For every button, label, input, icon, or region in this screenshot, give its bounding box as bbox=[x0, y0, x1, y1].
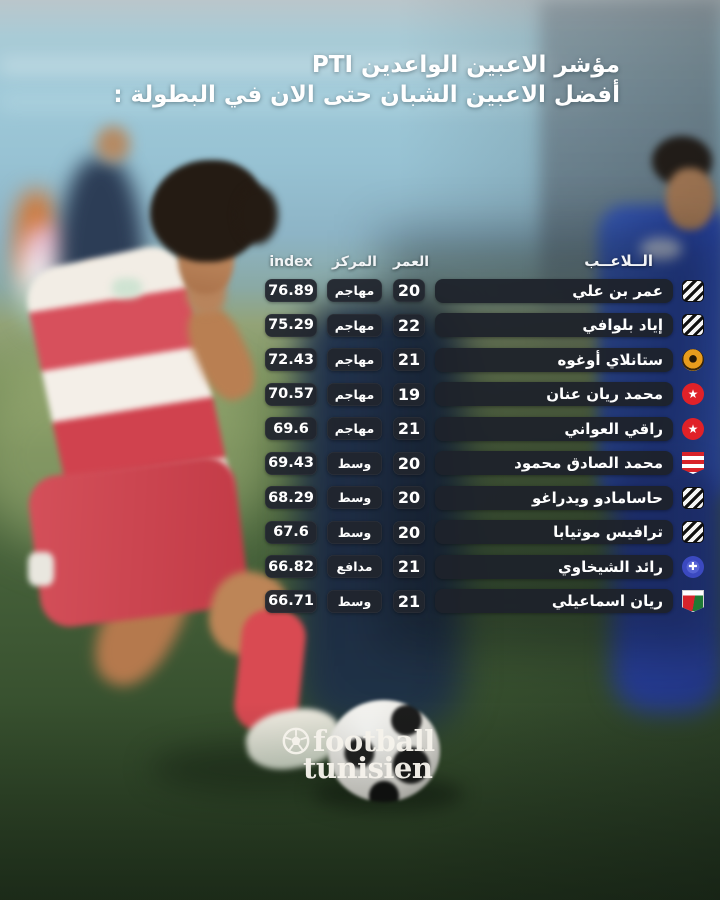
player-name: محمد الصادق محمود bbox=[514, 454, 663, 472]
index-value: 66.71 bbox=[265, 589, 317, 613]
index-value: 69.6 bbox=[265, 417, 317, 440]
table-row: 67.6 وسط 20 ترافيس موتيابا bbox=[265, 520, 704, 544]
player-name-bar: إياد بلوافي bbox=[435, 313, 673, 337]
player-name-bar: رائد الشيخاوي bbox=[435, 554, 673, 579]
player-name-bar: حاسامادو ويدراغو bbox=[435, 485, 673, 510]
player-name: ريان اسماعيلي bbox=[551, 592, 663, 610]
player-name: إياد بلوافي bbox=[582, 316, 663, 334]
table-row: 75.29 مهاجم 22 إياد بلوافي bbox=[265, 313, 704, 337]
black-white-diagonal-stripes-club-logo-icon bbox=[682, 521, 704, 543]
index-value: 68.29 bbox=[265, 486, 317, 509]
football bbox=[328, 700, 440, 802]
position-badge: وسط bbox=[327, 520, 382, 544]
black-white-diagonal-stripes-club-logo-icon bbox=[682, 279, 704, 302]
position-badge: مهاجم bbox=[327, 417, 382, 440]
title-line-1: مؤشر الاعبين الواعدين PTI bbox=[311, 52, 620, 78]
player-name: عمر بن علي bbox=[572, 281, 663, 300]
player-name: ستانلاي أوغوه bbox=[557, 350, 663, 369]
watermark-text-line2: tunisien bbox=[303, 751, 433, 785]
age-value: 20 bbox=[393, 486, 425, 509]
header-player: الــلاعــب bbox=[584, 252, 653, 270]
table-rows: 76.89 مهاجم 20 عمر بن علي 75.29 مهاجم 22 إياد ب… bbox=[265, 278, 704, 613]
page-title: مؤشر الاعبين الواعدين PTI أفضل الاعبين ا… bbox=[113, 50, 620, 110]
table-row: 70.57 مهاجم 19 محمد ريان عنان bbox=[265, 382, 704, 406]
background-keeper-figure bbox=[298, 300, 463, 730]
red-white-star-circle-club-logo-icon bbox=[682, 383, 704, 405]
header-index: index bbox=[269, 254, 313, 270]
age-value: 21 bbox=[393, 555, 425, 578]
player-name: رائد الشيخاوي bbox=[558, 557, 663, 576]
player-name: ترافيس موتيابا bbox=[553, 523, 663, 541]
black-white-diagonal-stripes-club-logo-icon bbox=[682, 314, 704, 336]
index-value: 66.82 bbox=[265, 555, 317, 578]
table-row: 69.43 وسط 20 محمد الصادق محمود bbox=[265, 451, 704, 475]
white-red-green-shield-club-logo-icon bbox=[682, 590, 704, 612]
background-stand-streak bbox=[0, 58, 560, 74]
football-ball-icon bbox=[281, 726, 311, 756]
player-name-bar: ستانلاي أوغوه bbox=[435, 347, 673, 372]
title-line-2: أفضل الاعبين الشبان حتى الان في البطولة … bbox=[113, 82, 620, 108]
table-row: 76.89 مهاجم 20 عمر بن علي bbox=[265, 278, 704, 303]
orange-black-tree-circle-club-logo-icon bbox=[682, 348, 704, 371]
age-value: 20 bbox=[393, 520, 425, 544]
background-figure-head bbox=[96, 126, 130, 162]
position-badge: مهاجم bbox=[327, 348, 382, 371]
background-stand-streak bbox=[0, 96, 600, 108]
position-badge: مهاجم bbox=[327, 279, 382, 302]
position-badge: مهاجم bbox=[327, 382, 382, 406]
header-age: العمر bbox=[393, 254, 430, 270]
age-value: 21 bbox=[393, 348, 425, 371]
age-value: 21 bbox=[393, 417, 425, 440]
age-value: 22 bbox=[393, 313, 425, 337]
blue-white-cross-circle-club-logo-icon bbox=[682, 555, 704, 578]
table-header-row: index المركز العمر الــلاعــب bbox=[265, 252, 704, 270]
watermark-text-line1: football bbox=[313, 724, 435, 758]
player-name-bar: محمد ريان عنان bbox=[435, 382, 673, 406]
index-value: 70.57 bbox=[265, 382, 317, 406]
table-row: 66.82 مدافع 21 رائد الشيخاوي bbox=[265, 554, 704, 579]
red-white-star-circle-club-logo-icon bbox=[682, 417, 704, 440]
index-value: 72.43 bbox=[265, 348, 317, 371]
player-name-bar: ريان اسماعيلي bbox=[435, 589, 673, 613]
player-name-bar: عمر بن علي bbox=[435, 278, 673, 303]
opponent-player-collar bbox=[640, 238, 682, 260]
players-ranking-table: index المركز العمر الــلاعــب 76.89 مهاجم… bbox=[265, 252, 704, 624]
main-player-shorts-badge bbox=[28, 552, 54, 586]
position-badge: مهاجم bbox=[327, 313, 382, 337]
player-name: حاسامادو ويدراغو bbox=[531, 488, 663, 507]
opponent-player-face bbox=[666, 168, 714, 230]
player-name-bar: ترافيس موتيابا bbox=[435, 520, 673, 544]
main-player-hair-curl bbox=[236, 186, 278, 244]
table-row: 69.6 مهاجم 21 راقي العواني bbox=[265, 416, 704, 441]
position-badge: وسط bbox=[327, 589, 382, 613]
age-value: 20 bbox=[393, 451, 425, 475]
table-row: 66.71 وسط 21 ريان اسماعيلي bbox=[265, 589, 704, 613]
player-name-bar: محمد الصادق محمود bbox=[435, 451, 673, 475]
table-row: 68.29 وسط 20 حاسامادو ويدراغو bbox=[265, 485, 704, 510]
red-white-striped-shield-club-logo-icon bbox=[682, 452, 704, 474]
player-name: راقي العواني bbox=[564, 419, 663, 438]
index-value: 76.89 bbox=[265, 279, 317, 302]
age-value: 21 bbox=[393, 589, 425, 613]
index-value: 69.43 bbox=[265, 451, 317, 475]
index-value: 75.29 bbox=[265, 313, 317, 337]
age-value: 20 bbox=[393, 279, 425, 302]
position-badge: وسط bbox=[327, 486, 382, 509]
watermark: football tunisien bbox=[281, 724, 435, 785]
position-badge: مدافع bbox=[327, 555, 382, 578]
player-name: محمد ريان عنان bbox=[546, 385, 663, 403]
main-player-jersey-badge bbox=[112, 278, 142, 298]
table-row: 72.43 مهاجم 21 ستانلاي أوغوه bbox=[265, 347, 704, 372]
black-white-diagonal-stripes-club-logo-icon bbox=[682, 486, 704, 509]
age-value: 19 bbox=[393, 382, 425, 406]
player-name-bar: راقي العواني bbox=[435, 416, 673, 441]
position-badge: وسط bbox=[327, 451, 382, 475]
index-value: 67.6 bbox=[265, 520, 317, 544]
header-position: المركز bbox=[331, 254, 377, 270]
